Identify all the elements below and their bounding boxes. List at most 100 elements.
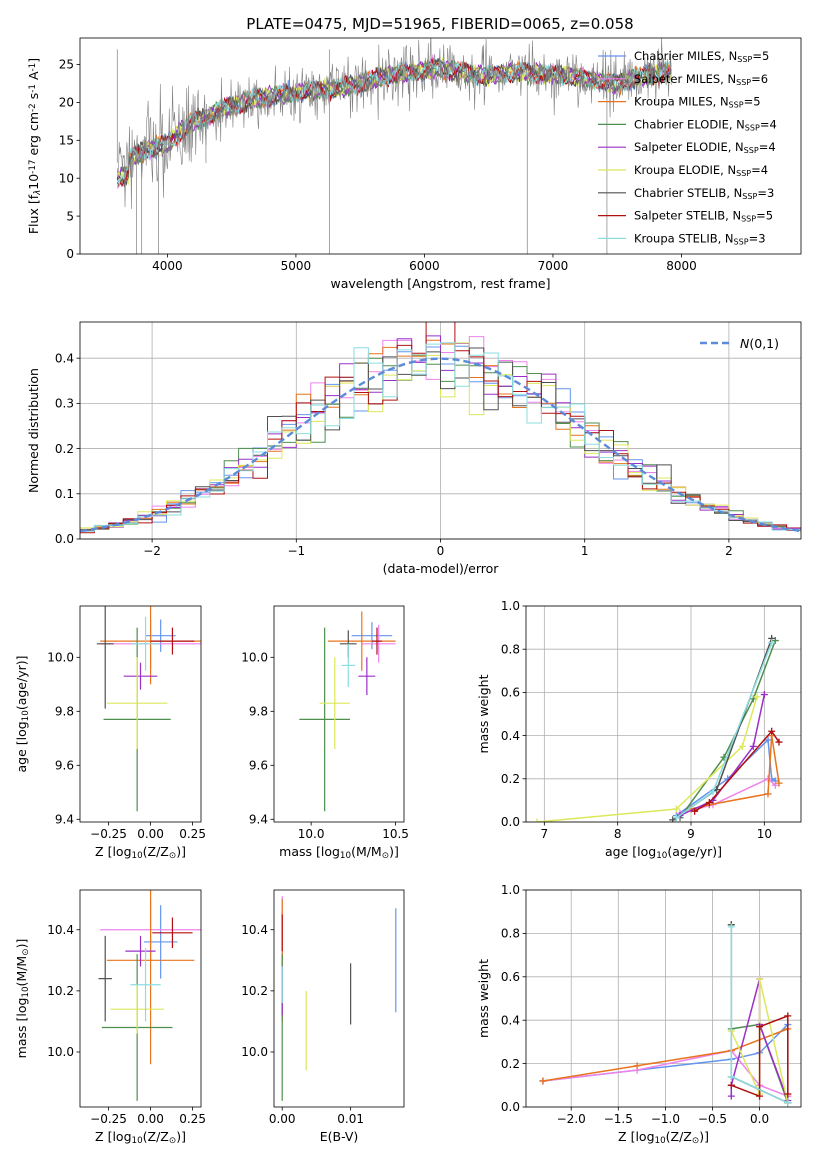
y-tick-label: 0.6 <box>501 970 520 984</box>
y-tick-label: 10.0 <box>47 1045 74 1059</box>
plot-area <box>98 890 201 1101</box>
errorbar-point <box>110 984 165 1034</box>
y-tick-label: 0.8 <box>501 642 520 656</box>
x-tick-label: 7 <box>541 827 549 841</box>
chart-mass-vs-reddening: 0.00 0.01 10.0 10.2 10.4 E(B-V) <box>241 889 405 1144</box>
series-marker <box>727 923 735 931</box>
errorbar-point <box>358 657 376 696</box>
plot-area <box>116 38 672 254</box>
y-tick-label: 0 <box>66 247 74 261</box>
errorbar-point <box>106 890 195 1065</box>
y-tick-label: 9.8 <box>249 705 268 719</box>
series-marker <box>705 799 713 807</box>
y-tick-label: 9.6 <box>55 759 74 773</box>
chart-mass-weight-vs-age: 7 8 9 10 0.0 0.2 0.4 0.6 0.8 1.0 age [log10(age/yr… <box>476 599 802 861</box>
y-tick-label: 0.4 <box>501 729 520 743</box>
series-marker <box>784 1099 792 1107</box>
x-tick-label: 8000 <box>666 259 697 273</box>
y-tick-label: 0.0 <box>501 1100 520 1114</box>
axes-frame <box>273 889 405 1108</box>
errorbar-point <box>150 627 195 655</box>
legend: Chabrier MILES, NSSP=5 Salpeter MILES, NS… <box>598 49 777 246</box>
legend-entry: N(0,1) <box>740 336 779 351</box>
x-tick-label: −2.0 <box>557 1112 586 1126</box>
y-tick-label: 10.0 <box>241 651 268 665</box>
y-tick-label: 10.4 <box>47 923 74 937</box>
histogram-series <box>80 342 801 533</box>
legend-entry: Salpeter MILES, NSSP=6 <box>634 72 768 87</box>
y-tick-label: 1.0 <box>501 599 520 613</box>
errorbar-point <box>328 611 396 671</box>
y-tick-label: 0.2 <box>55 442 74 456</box>
plot-area <box>299 611 396 812</box>
legend-entry: Kroupa ELODIE, NSSP=4 <box>634 163 768 178</box>
x-tick-label: 2 <box>725 544 733 558</box>
y-tick-label: 0.2 <box>501 772 520 786</box>
x-tick-label: 0.00 <box>137 1112 164 1126</box>
errorbar-point <box>319 657 350 750</box>
plot-area <box>96 606 201 812</box>
series-marker <box>768 727 776 735</box>
x-axis-label: Z [log10(Z/Z⊙)] <box>95 844 186 861</box>
y-axis-label: age [log10(age/yr)] <box>14 655 31 772</box>
plot-area <box>80 322 801 534</box>
errorbar-point <box>98 935 112 1022</box>
x-tick-label: 7000 <box>538 259 569 273</box>
x-tick-label: −0.25 <box>90 1112 127 1126</box>
y-tick-label: 0.8 <box>501 927 520 941</box>
y-tick-label: 0.1 <box>55 487 74 501</box>
x-tick-label: 10.0 <box>298 827 325 841</box>
errorbar-point <box>106 657 168 750</box>
series-marker <box>756 1023 764 1031</box>
series-marker <box>771 637 779 645</box>
chart-mass-weight-vs-metallicity: −2.0 −1.5 −1.0 −0.5 0.0 0.0 0.2 0.4 0.6 0.8 1.0 Z [… <box>476 883 802 1146</box>
series-marker <box>784 1090 792 1098</box>
y-tick-label: 15 <box>59 134 74 148</box>
y-tick-label: 0.0 <box>501 815 520 829</box>
series-marker <box>756 975 764 983</box>
chart-age-vs-mass: 10.0 10.5 9.4 9.6 9.8 10.0 mass [log10(M/M⊙)] <box>241 605 409 861</box>
y-axis-label: mass weight <box>476 959 491 1038</box>
chart-residual-histogram: −2 −1 0 1 2 0.0 0.1 0.2 0.3 0.4 (data-model)/error… <box>26 321 802 576</box>
series-line <box>694 730 780 812</box>
x-tick-label: 10.5 <box>382 827 409 841</box>
y-tick-label: 1.0 <box>501 883 520 897</box>
x-axis-label: (data-model)/error <box>383 561 500 576</box>
y-tick-label: 0.3 <box>55 397 74 411</box>
legend-entry: Kroupa MILES, NSSP=5 <box>634 95 761 110</box>
x-tick-label: 0.01 <box>337 1112 364 1126</box>
observed-spectrum-line <box>117 38 672 209</box>
y-tick-label: 10.2 <box>47 984 74 998</box>
x-axis-label: wavelength [Angstrom, rest frame] <box>330 276 550 291</box>
x-tick-label: −1.0 <box>651 1112 680 1126</box>
y-tick-label: 0.4 <box>55 351 74 365</box>
errorbar-point <box>123 662 158 690</box>
x-tick-label: 0.00 <box>269 1112 296 1126</box>
errorbar-point <box>351 622 393 650</box>
chart-spectrum: 4000 5000 6000 7000 8000 0 5 10 15 20 25 wavelength… <box>26 37 802 291</box>
plot-area <box>281 896 397 1101</box>
series-marker <box>539 1077 547 1085</box>
mass-weight-series <box>727 1012 792 1100</box>
y-tick-label: 20 <box>59 96 74 110</box>
series-marker <box>669 816 677 822</box>
series-line <box>679 694 766 817</box>
x-axis-label: Z [log10(Z/Z⊙)] <box>618 1129 709 1146</box>
series-marker <box>771 781 779 789</box>
y-tick-label: 0.2 <box>501 1057 520 1071</box>
series-marker <box>691 807 699 815</box>
mass-weight-series <box>691 727 783 815</box>
legend-entry: Chabrier MILES, NSSP=5 <box>634 49 769 64</box>
series-marker <box>672 814 680 822</box>
x-tick-label: 0.0 <box>750 1112 769 1126</box>
axes-frame <box>79 37 802 255</box>
y-tick-label: 9.4 <box>55 813 74 827</box>
axes-frame <box>525 605 802 823</box>
x-axis-label: age [log10(age/yr)] <box>605 844 722 861</box>
x-tick-label: 1 <box>581 544 589 558</box>
legend-entry: Salpeter ELODIE, NSSP=4 <box>634 140 776 155</box>
series-marker <box>749 742 757 750</box>
x-tick-label: 8 <box>614 827 622 841</box>
x-tick-label: 4000 <box>152 259 183 273</box>
